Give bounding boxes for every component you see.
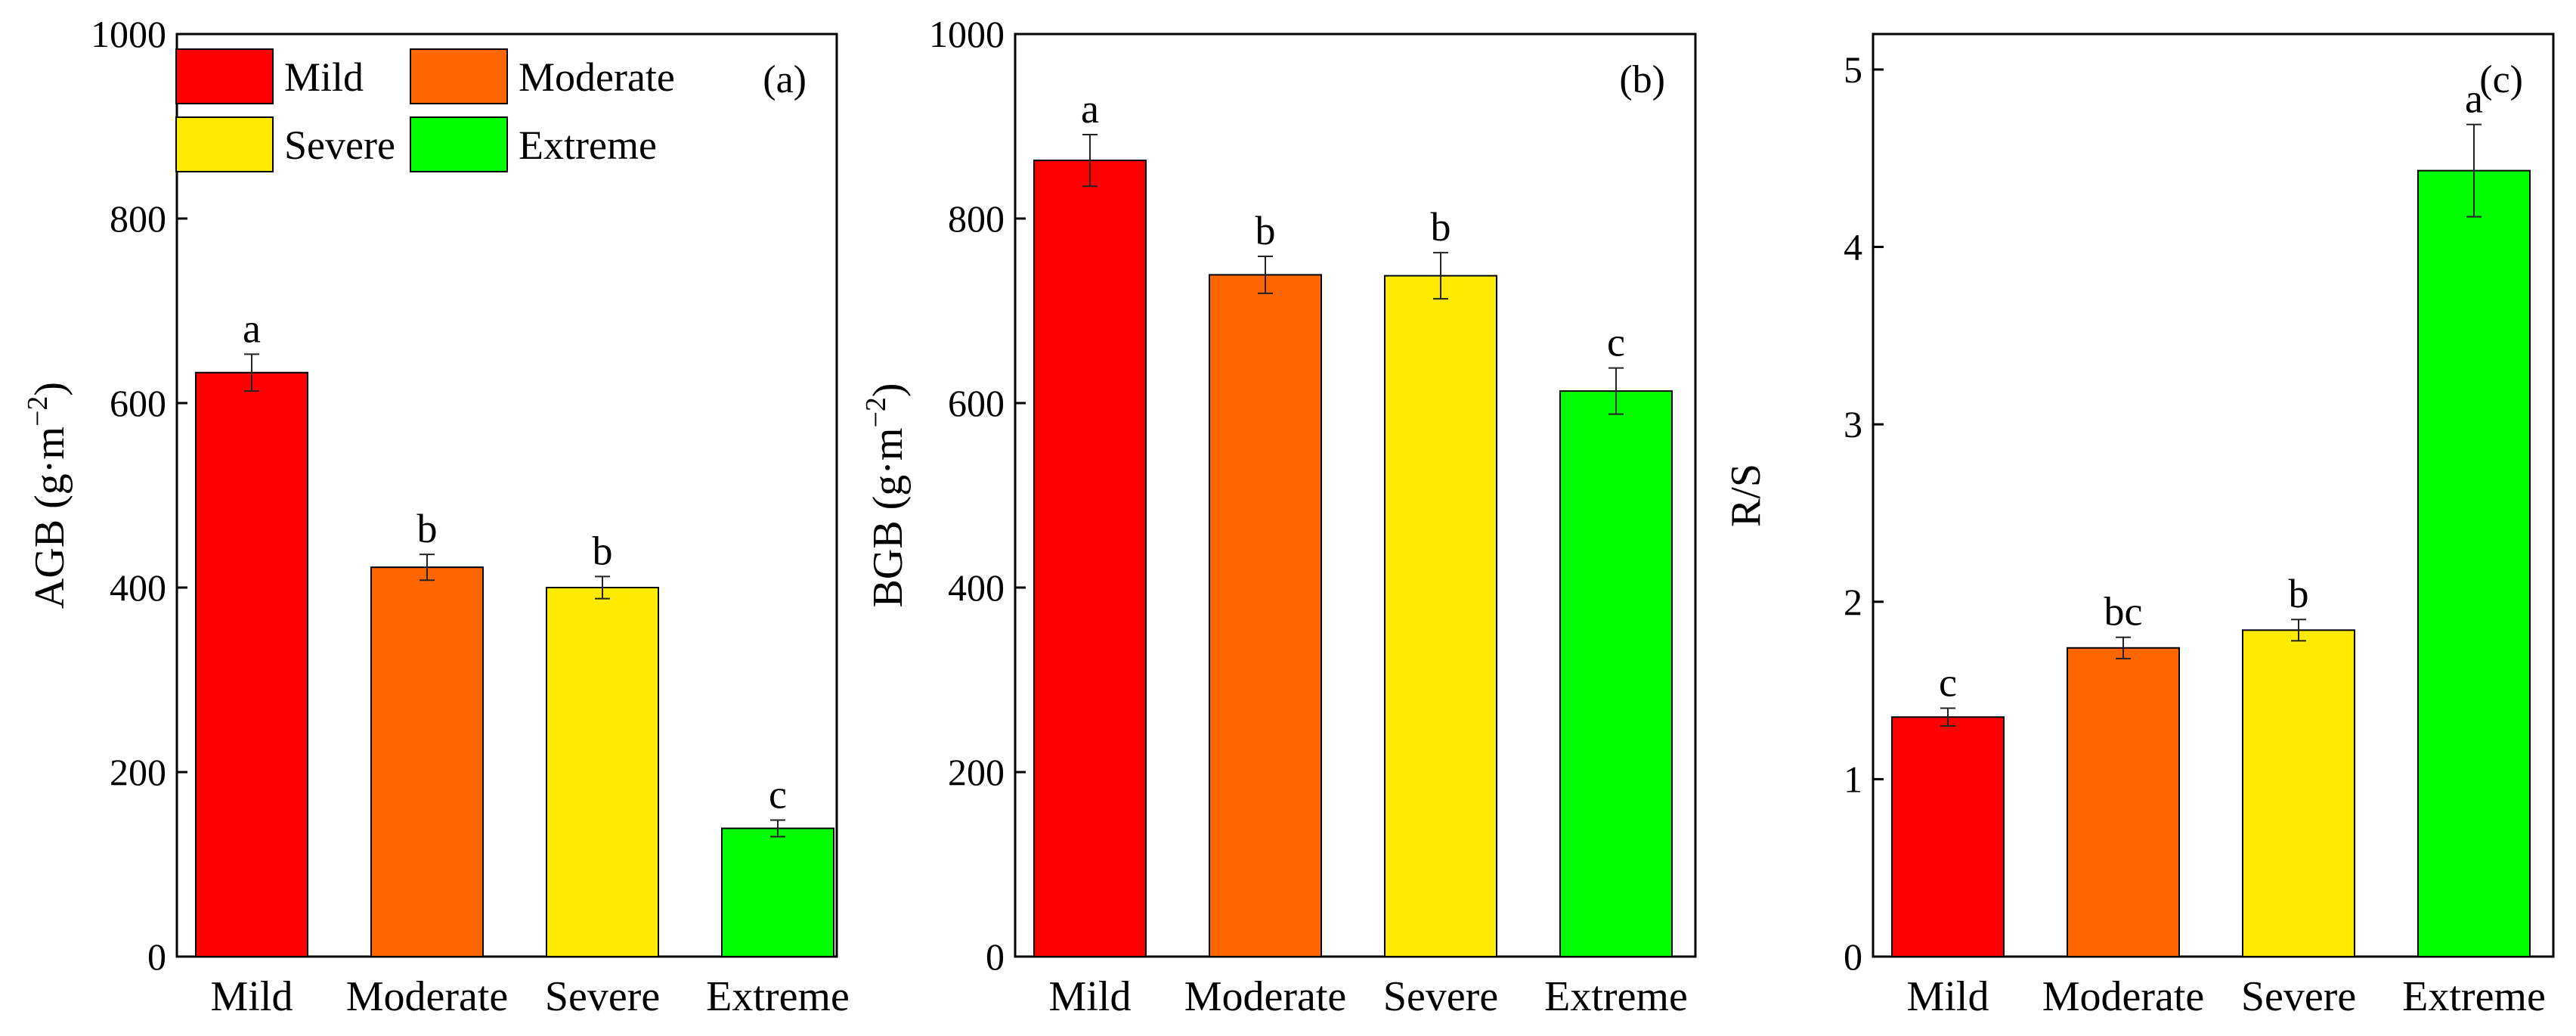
axes-frame (175, 33, 838, 958)
axes-frame (1872, 33, 2555, 958)
significance-label: b (1255, 208, 1276, 253)
y-axis-label-main: BGB (g·m (865, 428, 912, 608)
panel-label: (b) (1619, 58, 1665, 101)
significance-label: b (417, 506, 438, 551)
significance-label: c (769, 771, 787, 817)
panel-label: (a) (763, 58, 807, 101)
y-tick-label: 600 (110, 382, 166, 424)
x-tick-label: Moderate (346, 973, 509, 1020)
y-tick-label: 400 (110, 566, 166, 609)
significance-label: a (243, 306, 261, 351)
axes-frame (1014, 33, 1697, 958)
x-tick-label: Extreme (1544, 973, 1688, 1020)
significance-label: b (2289, 571, 2309, 616)
bar-extreme (721, 827, 834, 958)
y-axis-label: BGB (g·m−2) (860, 383, 912, 607)
x-tick-label: Mild (211, 973, 293, 1020)
x-tick-label: Extreme (706, 973, 850, 1020)
y-tick-label: 3 (1844, 403, 1862, 445)
legend-label-mild: Mild (284, 54, 364, 100)
y-axis-label: AGB (g·m−2) (22, 382, 73, 609)
significance-label: c (1939, 660, 1957, 706)
legend-swatch-mild (175, 48, 274, 104)
x-tick-label: Extreme (2402, 973, 2546, 1020)
y-tick-label: 200 (948, 751, 1005, 793)
panel-label: (c) (2479, 58, 2523, 101)
significance-label: a (2465, 76, 2483, 122)
legend-label-severe: Severe (284, 123, 395, 168)
y-tick-label: 2 (1844, 581, 1862, 623)
bar-mild (1033, 160, 1147, 957)
y-axis-label-tail: ) (865, 383, 912, 397)
y-axis-label-main: R/S (1723, 464, 1769, 527)
significance-label: a (1081, 86, 1099, 132)
y-axis-label-main: AGB (g·m (26, 426, 73, 609)
y-tick-label: 1000 (91, 13, 166, 55)
y-tick-label: 0 (986, 935, 1005, 978)
significance-label: bc (2104, 589, 2143, 634)
y-tick-label: 200 (110, 751, 166, 793)
y-tick-label: 400 (948, 566, 1005, 609)
y-tick-label: 800 (110, 197, 166, 240)
y-tick-label: 600 (948, 382, 1005, 424)
legend-swatch-moderate (410, 48, 508, 104)
significance-label: c (1607, 320, 1625, 365)
bar-severe (2242, 629, 2355, 957)
significance-label: b (1431, 204, 1451, 250)
y-tick-label: 5 (1844, 48, 1862, 91)
x-tick-label: Severe (2241, 973, 2356, 1020)
panel-2: 0 200 400 600 800 1000 BGB (g·m−2) (b) a Mild b Mod… (860, 13, 1697, 1020)
bar-moderate (2067, 647, 2180, 957)
legend-label-moderate: Moderate (519, 54, 675, 100)
legend-swatch-extreme (410, 116, 508, 172)
y-tick-label: 1 (1844, 758, 1862, 800)
x-tick-label: Severe (545, 973, 660, 1020)
panel-1: 0 200 400 600 800 1000 AGB (g·m−2) (a) a Mild b Mod… (22, 13, 850, 1020)
bar-extreme (2417, 169, 2531, 958)
y-tick-label: 0 (147, 935, 166, 978)
y-axis-label-superscript: −2 (860, 397, 892, 427)
y-tick-label: 0 (1844, 935, 1862, 978)
bar-mild (1891, 716, 2005, 957)
legend: Mild Moderate Severe Extreme (175, 48, 675, 172)
y-tick-label: 4 (1844, 226, 1862, 268)
legend-label-extreme: Extreme (519, 123, 657, 168)
x-tick-label: Moderate (1184, 973, 1347, 1020)
y-axis-label: R/S (1723, 464, 1769, 527)
x-tick-label: Severe (1383, 973, 1498, 1020)
bar-severe (1384, 275, 1497, 957)
y-tick-label: 800 (948, 197, 1005, 240)
significance-label: b (593, 528, 613, 573)
y-axis-label-superscript: −2 (22, 396, 54, 426)
x-tick-label: Mild (1049, 973, 1132, 1020)
bar-extreme (1559, 390, 1673, 957)
bar-mild (195, 371, 308, 957)
panel-3: 0 1 2 3 4 5 R/S (c) c Mild bc Moderate b Severe a Extre… (1723, 33, 2555, 1020)
y-axis-label-tail: ) (26, 382, 73, 396)
y-tick-label: 1000 (929, 13, 1005, 55)
bar-moderate (370, 566, 484, 957)
x-tick-label: Moderate (2042, 973, 2205, 1020)
legend-swatch-severe (175, 116, 274, 172)
bar-moderate (1209, 274, 1322, 958)
x-tick-label: Mild (1907, 973, 1989, 1020)
bar-severe (546, 587, 659, 957)
